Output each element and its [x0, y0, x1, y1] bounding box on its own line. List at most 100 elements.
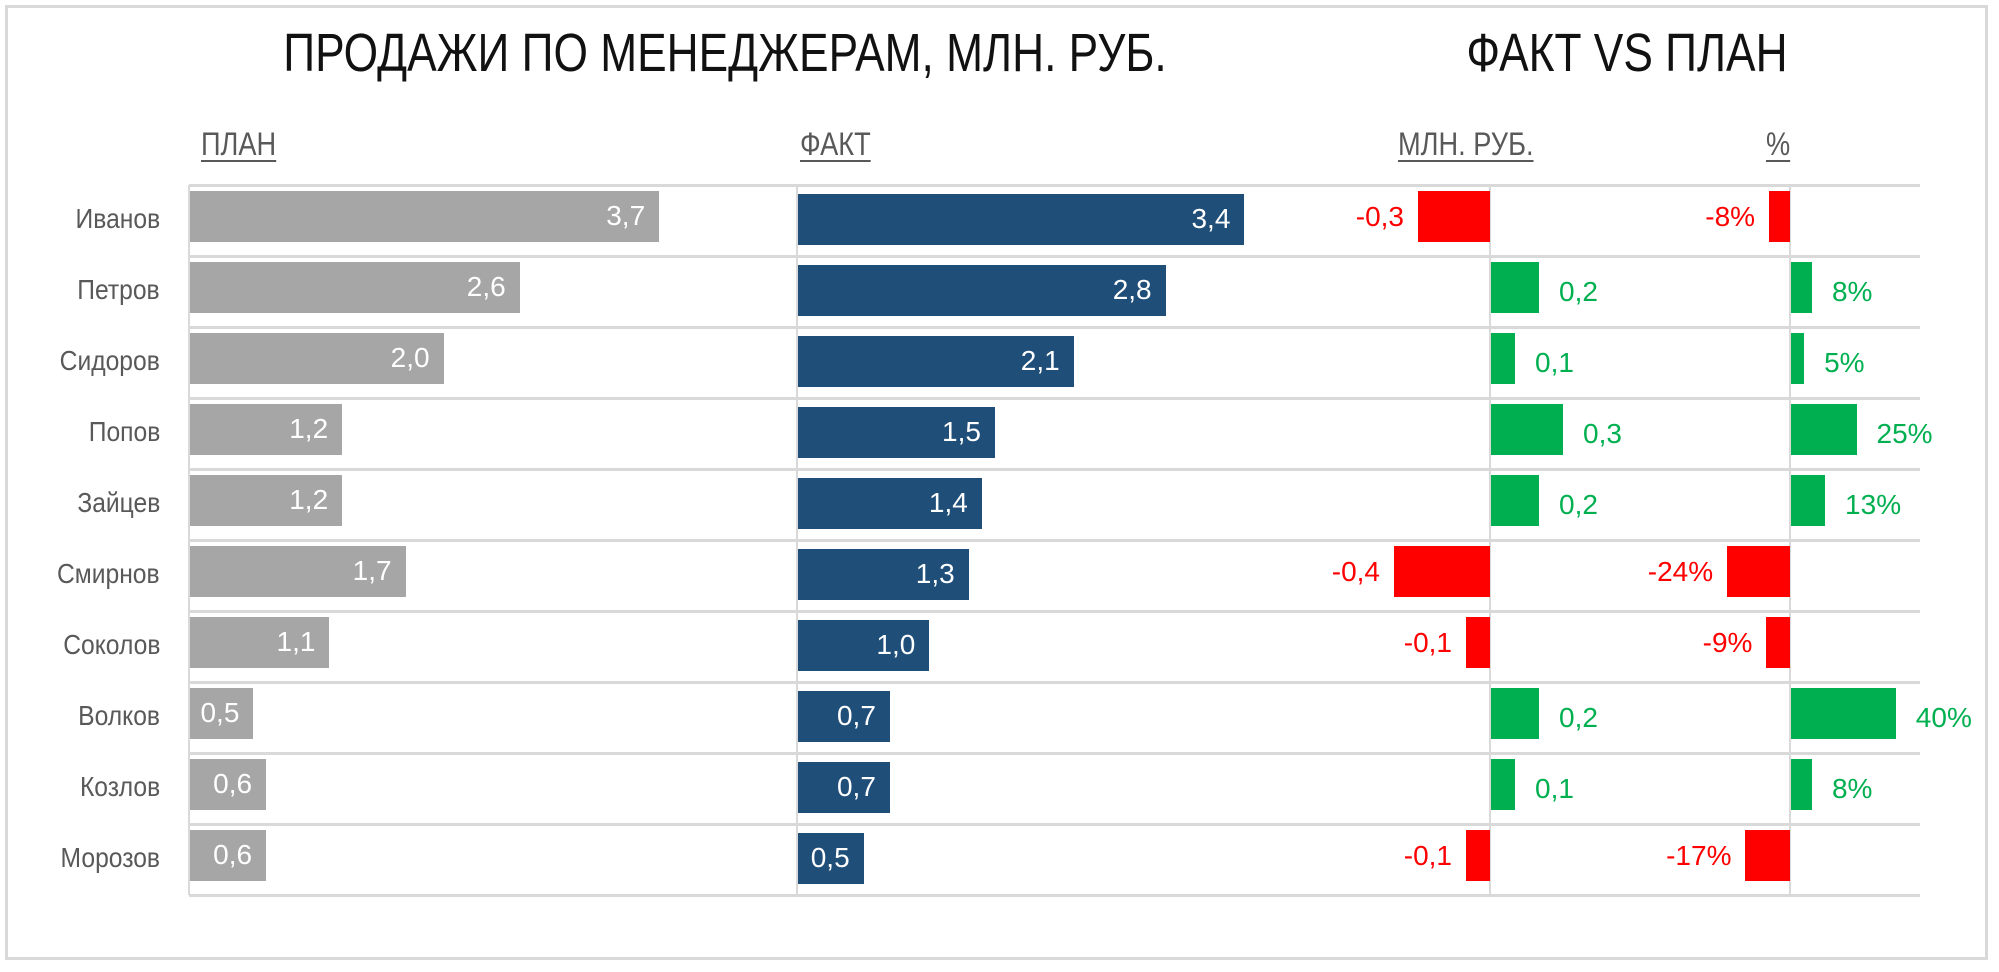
data-label: 0,7 [836, 700, 876, 731]
bar-2-Соколов [1466, 617, 1490, 668]
data-label: 0,2 [1559, 489, 1598, 520]
gridline [189, 894, 1920, 897]
data-label: 0,6 [213, 768, 253, 799]
bar-1-Иванов [798, 194, 1245, 245]
data-label: 1,2 [289, 484, 329, 515]
gridline [189, 326, 1920, 329]
data-label: 13% [1845, 489, 1902, 520]
bar-3-Смирнов [1727, 546, 1790, 597]
category-label: Соколов [62, 629, 160, 660]
bar-2-Попов [1491, 404, 1563, 455]
gridline [189, 468, 1920, 471]
data-label: 1,4 [928, 487, 968, 518]
data-label: 0,5 [810, 842, 850, 873]
bar-2-Козлов [1491, 759, 1515, 810]
bar-2-Петров [1491, 262, 1539, 313]
gridline [189, 184, 1920, 187]
bar-3-Соколов [1766, 617, 1790, 668]
data-label: 25% [1876, 418, 1933, 449]
bar-3-Иванов [1769, 191, 1790, 242]
bar-3-Зайцев [1791, 475, 1826, 526]
bar-2-Смирнов [1394, 546, 1490, 597]
bar-0-Морозов [190, 830, 267, 881]
category-label: Волков [78, 700, 160, 731]
bar-0-Козлов [190, 759, 267, 810]
bar-2-Зайцев [1491, 475, 1539, 526]
bar-1-Волков [798, 691, 890, 742]
bar-0-Сидоров [190, 333, 444, 384]
bar-2-Сидоров [1491, 333, 1515, 384]
category-label: Морозов [60, 842, 160, 873]
gridline [189, 681, 1920, 684]
data-label: 40% [1915, 702, 1972, 733]
data-label: 2,1 [1020, 345, 1060, 376]
bar-0-Соколов [190, 617, 330, 668]
data-label: -8% [1705, 201, 1756, 232]
data-label: 5% [1824, 347, 1865, 378]
category-label: Петров [77, 274, 160, 305]
bar-0-Иванов [190, 191, 660, 242]
data-label: 3,7 [606, 200, 646, 231]
data-label: 8% [1831, 773, 1873, 804]
category-label: Зайцев [77, 487, 160, 518]
bar-3-Петров [1791, 262, 1812, 313]
bar-2-Иванов [1418, 191, 1490, 242]
header-fact: ФАКТ [800, 126, 871, 162]
diff-axis-line [1489, 185, 1491, 895]
bar-0-Попов [190, 404, 343, 455]
bar-1-Козлов [798, 762, 890, 813]
gridline [189, 255, 1920, 258]
data-label: 1,3 [915, 558, 955, 589]
data-label: 1,5 [942, 416, 981, 447]
gridline [189, 823, 1920, 826]
data-label: 8% [1831, 276, 1873, 307]
bar-3-Козлов [1791, 759, 1812, 810]
bar-1-Сидоров [798, 336, 1074, 387]
gridline [189, 539, 1920, 542]
data-label: -0,4 [1331, 556, 1380, 587]
data-label: 0,2 [1559, 276, 1598, 307]
bar-0-Волков [190, 688, 254, 739]
chart-title-variance: ФАКТ VS ПЛАН [1466, 23, 1788, 83]
plan-axis-line [188, 185, 190, 895]
bar-3-Попов [1791, 404, 1857, 455]
data-label: 2,8 [1112, 274, 1152, 305]
data-label: -17% [1666, 840, 1732, 871]
data-label: 1,2 [289, 413, 329, 444]
bar-1-Морозов [798, 833, 864, 884]
header-plan: ПЛАН [201, 126, 277, 162]
data-label: 2,0 [390, 342, 430, 373]
data-label: 0,6 [213, 839, 253, 870]
bar-1-Попов [798, 407, 995, 458]
data-label: -0,3 [1355, 201, 1404, 232]
bar-2-Волков [1491, 688, 1539, 739]
gridline [189, 610, 1920, 613]
data-label: 0,2 [1559, 702, 1598, 733]
data-label: 0,5 [200, 697, 240, 728]
bar-3-Волков [1791, 688, 1896, 739]
bar-0-Петров [190, 262, 520, 313]
data-label: 3,4 [1191, 203, 1231, 234]
bar-0-Смирнов [190, 546, 406, 597]
data-label: 0,1 [1535, 773, 1574, 804]
category-label: Козлов [79, 771, 160, 802]
data-label: -24% [1647, 556, 1714, 587]
bar-3-Морозов [1745, 830, 1790, 881]
data-label: -0,1 [1403, 840, 1452, 871]
category-label: Сидоров [59, 345, 160, 376]
data-label: -9% [1702, 627, 1753, 658]
bar-3-Сидоров [1791, 333, 1805, 384]
bar-1-Соколов [798, 620, 930, 671]
bar-0-Зайцев [190, 475, 343, 526]
bar-2-Морозов [1466, 830, 1490, 881]
category-label: Смирнов [57, 558, 160, 589]
pct-axis-line [1789, 185, 1791, 895]
chart-frame [5, 5, 1988, 960]
bar-1-Смирнов [798, 549, 969, 600]
header-pct: % [1766, 126, 1791, 162]
bar-1-Петров [798, 265, 1166, 316]
data-label: 0,3 [1583, 418, 1622, 449]
fact-axis-line [796, 185, 798, 895]
category-label: Попов [88, 416, 160, 447]
